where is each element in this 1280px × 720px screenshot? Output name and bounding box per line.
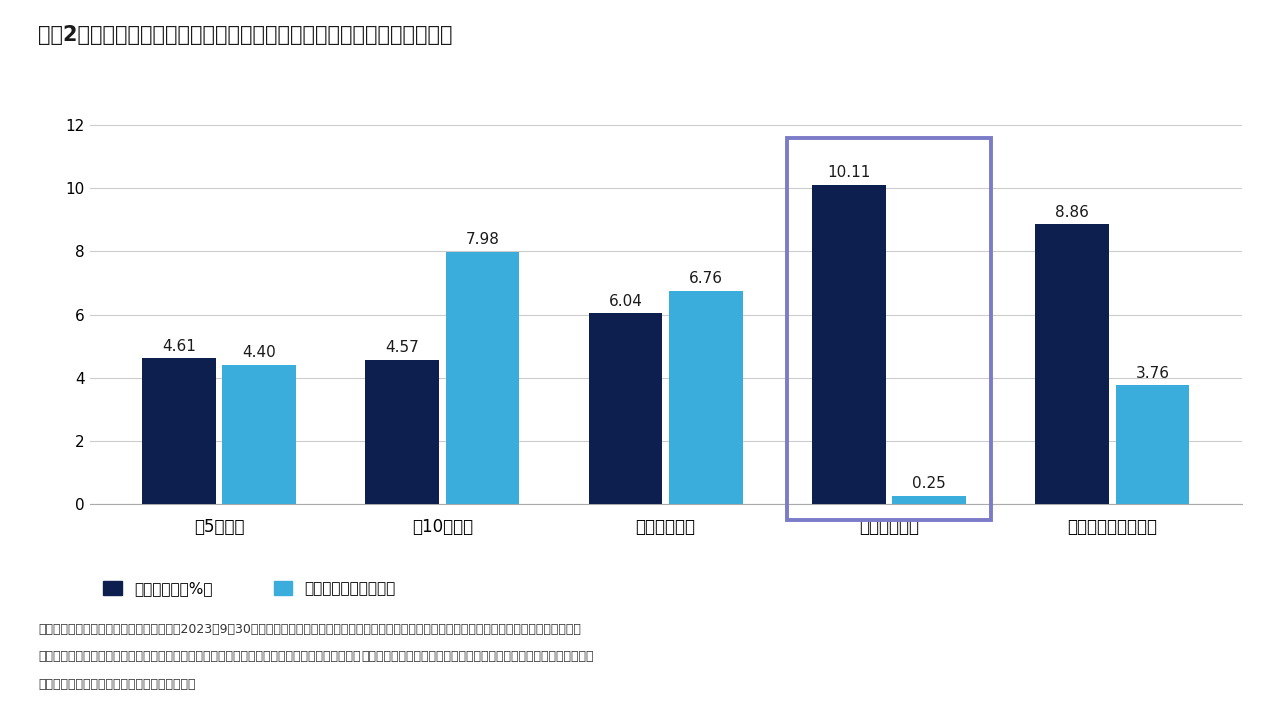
Text: 4.40: 4.40 — [242, 346, 276, 360]
Text: 6.76: 6.76 — [689, 271, 723, 286]
Text: 過去のパフォーマンスは将来の成果を保証するものではありません。: 過去のパフォーマンスは将来の成果を保証するものではありません。 — [361, 650, 594, 663]
Text: 4.57: 4.57 — [385, 340, 419, 355]
Bar — [365, 360, 439, 504]
Bar — [142, 359, 215, 504]
Bar — [1036, 225, 1108, 504]
Bar — [669, 291, 742, 504]
Text: 8.86: 8.86 — [1055, 204, 1089, 220]
Text: 4.61: 4.61 — [161, 338, 196, 354]
Text: レバレッジド・ローン指数、ハイ・イールド債券はクレディスイス・ハイ・イールド債券指数。: レバレッジド・ローン指数、ハイ・イールド債券はクレディスイス・ハイ・イールド債券… — [38, 650, 361, 663]
Legend: 市場利回り（%）, デュレーション（年）: 市場利回り（%）, デュレーション（年） — [97, 575, 402, 603]
Bar — [1116, 385, 1189, 504]
Bar — [892, 496, 966, 504]
Text: インデックスに直接投資することはできません: インデックスに直接投資することはできません — [38, 678, 196, 690]
Text: 出所：クレディスイス、ブルームバーグ。2023年9月30日現在。投資適格社債はブルームバーグ米国投資適格社債指数、バンクローンはクレディスイス・: 出所：クレディスイス、ブルームバーグ。2023年9月30日現在。投資適格社債はブ… — [38, 623, 581, 636]
Bar — [223, 365, 296, 504]
Text: 10.11: 10.11 — [827, 165, 870, 180]
Bar — [589, 313, 662, 504]
Text: 0.25: 0.25 — [913, 477, 946, 491]
Bar — [812, 185, 886, 504]
Text: 図表2：短いデュレーションと高いインカム収入を提供するバンクローン: 図表2：短いデュレーションと高いインカム収入を提供するバンクローン — [38, 25, 453, 45]
Text: 3.76: 3.76 — [1135, 366, 1170, 381]
Text: 6.04: 6.04 — [608, 294, 643, 309]
Text: 7.98: 7.98 — [466, 233, 499, 248]
Bar — [445, 252, 520, 504]
